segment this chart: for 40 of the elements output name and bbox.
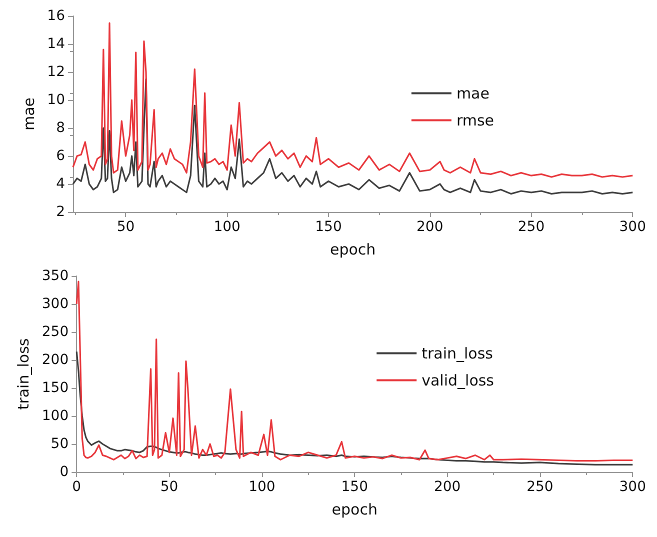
legend-label: rmse [456, 111, 494, 130]
x-tick-label: 300 [619, 479, 646, 495]
y-tick-label: 200 [42, 352, 69, 368]
y-tick-label: 10 [47, 92, 65, 108]
x-tick-label: 50 [160, 479, 178, 495]
line-series [72, 78, 634, 195]
y-tick-label: 6 [56, 148, 66, 164]
y-tick-label: 100 [42, 408, 69, 424]
x-tick-label: 200 [416, 219, 444, 235]
y-tick-label: 50 [50, 436, 69, 452]
x-tick-label: 50 [116, 219, 135, 235]
x-tick-label: 150 [341, 479, 368, 495]
x-tick-label: 250 [518, 219, 545, 235]
line-series [76, 280, 634, 462]
x-tick-label: 250 [526, 479, 554, 495]
y-tick-label: 4 [56, 176, 66, 192]
x-tick-label: 100 [214, 219, 240, 235]
y-tick-label: 12 [47, 64, 65, 80]
legend-label: mae [456, 84, 490, 102]
y-tick-label: 2 [56, 204, 65, 220]
y-tick-label: 300 [42, 296, 69, 312]
x-axis-title: epoch [330, 240, 376, 258]
y-axis-title: train_loss [14, 338, 32, 410]
x-tick-label: 200 [434, 479, 461, 495]
x-tick-label: 100 [248, 479, 276, 495]
line-series [72, 22, 634, 178]
x-tick-label: 0 [72, 479, 82, 495]
y-tick-label: 150 [42, 380, 69, 396]
y-tick-label: 350 [42, 268, 69, 284]
legend-label: valid_loss [422, 371, 494, 390]
legend-label: train_loss [422, 344, 494, 362]
x-tick-label: 150 [315, 219, 342, 235]
x-tick-label: 300 [619, 219, 646, 235]
x-axis-title: epoch [332, 500, 378, 518]
y-tick-label: 250 [42, 324, 69, 340]
y-axis-title: mae [20, 97, 38, 131]
y-tick-label: 8 [56, 120, 65, 136]
y-tick-label: 16 [47, 8, 66, 24]
y-tick-label: 0 [60, 464, 69, 480]
y-tick-label: 14 [47, 36, 66, 52]
